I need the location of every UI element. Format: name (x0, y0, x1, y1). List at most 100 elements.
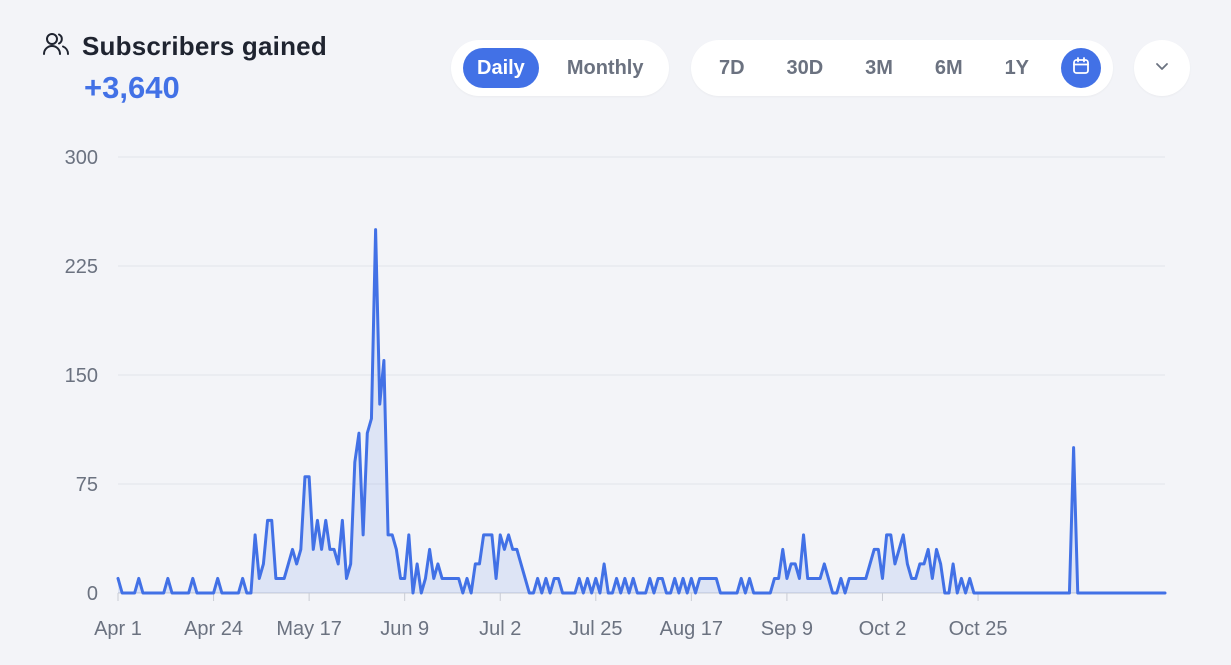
data-point (541, 592, 543, 594)
chevron-down-icon (1153, 57, 1171, 80)
data-point (757, 592, 759, 594)
data-point (420, 592, 422, 594)
data-point (1027, 592, 1029, 594)
data-point (287, 563, 289, 565)
data-point (403, 577, 405, 579)
data-point (441, 577, 443, 579)
x-tick-label: Sep 9 (761, 618, 813, 640)
data-point (852, 577, 854, 579)
data-point (574, 592, 576, 594)
data-point (229, 592, 231, 594)
data-point (686, 592, 688, 594)
range-6m-button[interactable]: 6M (934, 56, 963, 79)
data-point (661, 577, 663, 579)
data-point (811, 577, 813, 579)
data-point (752, 592, 754, 594)
data-point (262, 563, 264, 565)
data-point (1056, 592, 1058, 594)
data-point (1068, 592, 1070, 594)
data-point (653, 592, 655, 594)
data-point (254, 534, 256, 536)
data-point (370, 417, 372, 419)
y-tick-label: 75 (76, 474, 98, 496)
data-point (208, 592, 210, 594)
data-point (553, 577, 555, 579)
y-tick-label: 300 (65, 147, 98, 169)
data-point (532, 592, 534, 594)
data-point (1031, 592, 1033, 594)
data-point (669, 592, 671, 594)
data-point (898, 548, 900, 550)
y-tick-label: 225 (65, 256, 98, 278)
data-point (545, 577, 547, 579)
data-point (499, 534, 501, 536)
data-point (487, 534, 489, 536)
data-point (964, 592, 966, 594)
data-point (827, 577, 829, 579)
daily-button[interactable]: Daily (463, 48, 539, 88)
data-point (520, 563, 522, 565)
data-point (258, 577, 260, 579)
data-point (325, 519, 327, 521)
data-point (399, 577, 401, 579)
monthly-button[interactable]: Monthly (566, 56, 644, 79)
data-point (408, 534, 410, 536)
data-point (158, 592, 160, 594)
range-1y-button[interactable]: 1Y (1004, 56, 1030, 79)
data-point (840, 577, 842, 579)
data-point (1155, 592, 1157, 594)
data-point (449, 577, 451, 579)
data-point (640, 592, 642, 594)
range-toggle: 7D 30D 3M 6M 1Y (691, 40, 1113, 96)
data-point (989, 592, 991, 594)
data-point (881, 577, 883, 579)
data-point (960, 577, 962, 579)
data-point (333, 548, 335, 550)
range-30d-button[interactable]: 30D (786, 56, 824, 79)
range-7d-button[interactable]: 7D (719, 56, 745, 79)
data-point (1043, 592, 1045, 594)
data-point (1126, 592, 1128, 594)
data-point (117, 577, 119, 579)
data-point (690, 577, 692, 579)
data-point (1110, 592, 1112, 594)
x-tick-label: Oct 25 (949, 618, 1008, 640)
data-point (902, 534, 904, 536)
data-point (271, 519, 273, 521)
data-point (890, 534, 892, 536)
data-point (549, 592, 551, 594)
total-value: +3,640 (84, 70, 180, 105)
data-point (1139, 592, 1141, 594)
data-point (358, 432, 360, 434)
data-point (221, 592, 223, 594)
data-point (1093, 592, 1095, 594)
y-tick-label: 0 (87, 583, 98, 605)
data-point (491, 534, 493, 536)
custom-range-button[interactable] (1060, 48, 1101, 88)
x-tick-label: Jun 9 (380, 618, 429, 640)
range-3m-button[interactable]: 3M (865, 56, 893, 79)
data-point (437, 563, 439, 565)
data-point (557, 577, 559, 579)
data-point (1151, 592, 1153, 594)
data-point (815, 577, 817, 579)
data-point (362, 534, 364, 536)
more-options-button[interactable] (1134, 40, 1190, 96)
data-point (163, 592, 165, 594)
data-point (1081, 592, 1083, 594)
data-point (586, 577, 588, 579)
data-point (462, 592, 464, 594)
data-point (1097, 592, 1099, 594)
data-point (977, 592, 979, 594)
data-point (765, 592, 767, 594)
data-point (167, 577, 169, 579)
data-point (495, 577, 497, 579)
data-point (761, 592, 763, 594)
data-point (1089, 592, 1091, 594)
calendar-icon (1071, 56, 1091, 81)
data-point (931, 577, 933, 579)
data-point (1135, 592, 1137, 594)
data-point (740, 577, 742, 579)
